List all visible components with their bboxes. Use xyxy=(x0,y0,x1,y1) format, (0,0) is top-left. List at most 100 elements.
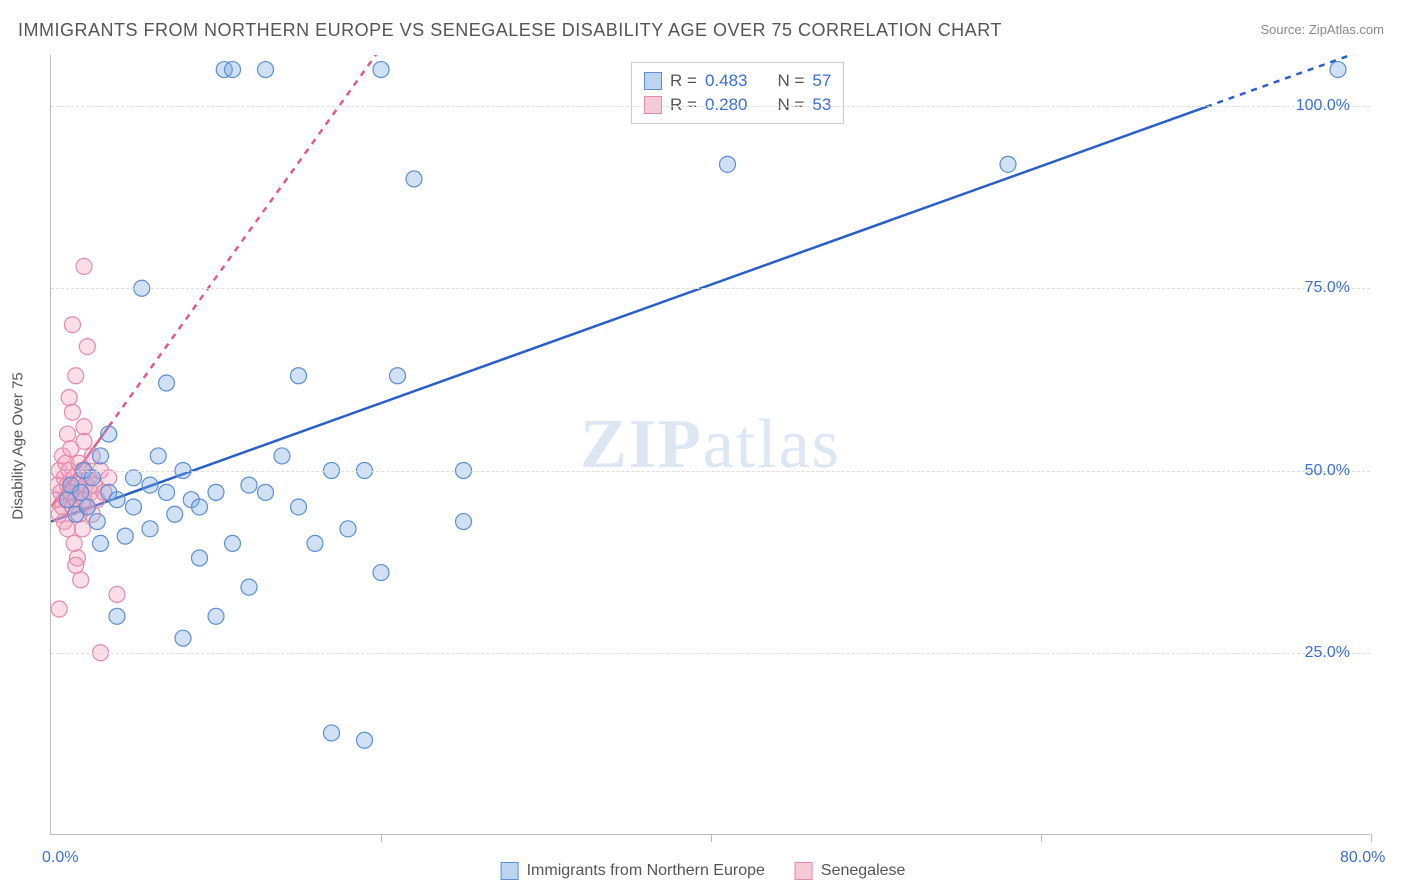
gridline-horizontal xyxy=(51,106,1370,107)
data-point xyxy=(56,514,72,530)
data-point xyxy=(175,630,191,646)
data-point xyxy=(66,470,82,486)
series-legend-label: Senegalese xyxy=(821,862,906,880)
legend-n-value: 53 xyxy=(812,95,831,115)
data-point xyxy=(55,448,71,464)
x-tick-label-min: 0.0% xyxy=(42,849,78,867)
gridline-horizontal xyxy=(51,288,1370,289)
data-point xyxy=(86,477,102,493)
data-point xyxy=(76,419,92,435)
series-legend-label: Immigrants from Northern Europe xyxy=(527,862,765,880)
data-point xyxy=(64,317,80,333)
x-tick xyxy=(1371,834,1372,842)
data-point xyxy=(71,455,87,471)
data-point xyxy=(192,499,208,515)
data-point xyxy=(126,470,142,486)
source-attribution: Source: ZipAtlas.com xyxy=(1260,22,1384,37)
data-point xyxy=(357,732,373,748)
data-point xyxy=(291,499,307,515)
data-point xyxy=(406,171,422,187)
data-point xyxy=(51,506,67,522)
legend-r-label: R = xyxy=(670,95,697,115)
legend-n-label: N = xyxy=(777,71,804,91)
data-point xyxy=(109,586,125,602)
gridline-horizontal xyxy=(51,653,1370,654)
data-point xyxy=(60,492,76,508)
data-point xyxy=(81,470,97,486)
data-point xyxy=(340,521,356,537)
legend-row: R = 0.280N = 53 xyxy=(644,93,831,117)
y-tick-label: 75.0% xyxy=(1305,279,1350,297)
data-point xyxy=(68,492,84,508)
data-point xyxy=(225,535,241,551)
data-point xyxy=(79,499,95,515)
data-point xyxy=(63,484,79,500)
data-point xyxy=(84,470,100,486)
legend-r-value: 0.280 xyxy=(705,95,748,115)
data-point xyxy=(58,492,74,508)
data-point xyxy=(66,535,82,551)
data-point xyxy=(159,484,175,500)
data-point xyxy=(117,528,133,544)
data-point xyxy=(89,492,105,508)
data-point xyxy=(69,477,85,493)
data-point xyxy=(68,557,84,573)
data-point xyxy=(68,368,84,384)
data-point xyxy=(159,375,175,391)
data-point xyxy=(63,477,79,493)
legend-swatch xyxy=(795,862,813,880)
data-point xyxy=(241,477,257,493)
legend-r-value: 0.483 xyxy=(705,71,748,91)
data-point xyxy=(274,448,290,464)
legend-swatch xyxy=(501,862,519,880)
data-point xyxy=(101,470,117,486)
legend-row: R = 0.483 N = 57 xyxy=(644,69,831,93)
y-tick-label: 50.0% xyxy=(1305,462,1350,480)
watermark: ZIPatlas xyxy=(580,405,841,485)
data-point xyxy=(74,521,90,537)
y-tick-label: 100.0% xyxy=(1296,97,1350,115)
data-point xyxy=(241,579,257,595)
data-point xyxy=(60,521,76,537)
data-point xyxy=(1330,62,1346,78)
legend-r-label: R = xyxy=(670,71,697,91)
data-point xyxy=(60,426,76,442)
legend-swatch xyxy=(644,96,662,114)
data-point xyxy=(390,368,406,384)
data-point xyxy=(78,477,94,493)
data-point xyxy=(150,448,166,464)
x-tick xyxy=(381,834,382,842)
data-point xyxy=(373,565,389,581)
x-tick xyxy=(1041,834,1042,842)
data-point xyxy=(64,499,80,515)
data-point xyxy=(208,484,224,500)
source-value: ZipAtlas.com xyxy=(1309,22,1384,37)
data-point xyxy=(73,484,89,500)
data-point xyxy=(142,521,158,537)
data-point xyxy=(51,492,64,508)
data-point xyxy=(83,484,99,500)
data-point xyxy=(79,339,95,355)
data-point xyxy=(69,550,85,566)
data-point xyxy=(60,477,76,493)
data-point xyxy=(101,426,117,442)
legend-n-value: 57 xyxy=(812,71,831,91)
data-point xyxy=(56,470,72,486)
plot-area: ZIPatlas R = 0.483N = 57R = 0.280N = 53 … xyxy=(50,55,1370,835)
data-point xyxy=(84,448,100,464)
data-point xyxy=(373,62,389,78)
x-tick-label-max: 80.0% xyxy=(1340,849,1385,867)
data-point xyxy=(79,499,95,515)
series-legend-item: Senegalese xyxy=(795,862,906,880)
data-point xyxy=(183,492,199,508)
data-point xyxy=(101,484,117,500)
x-tick xyxy=(711,834,712,842)
data-point xyxy=(71,506,87,522)
data-point xyxy=(258,484,274,500)
data-point xyxy=(307,535,323,551)
data-point xyxy=(109,608,125,624)
data-point xyxy=(73,572,89,588)
data-point xyxy=(258,62,274,78)
data-point xyxy=(225,62,241,78)
data-point xyxy=(192,550,208,566)
